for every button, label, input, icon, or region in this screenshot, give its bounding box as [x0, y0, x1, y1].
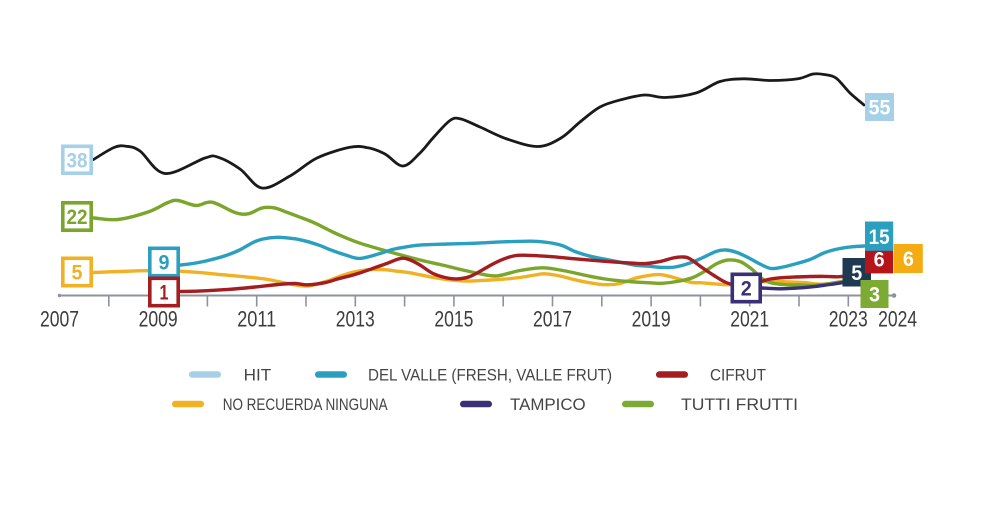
svg-text:2009: 2009 — [139, 307, 178, 332]
svg-text:38: 38 — [67, 148, 88, 172]
svg-text:NO RECUERDA NINGUNA: NO RECUERDA NINGUNA — [223, 395, 389, 414]
svg-text:DEL VALLE (FRESH, VALLE FRUT): DEL VALLE (FRESH, VALLE FRUT) — [368, 365, 612, 384]
svg-text:2019: 2019 — [632, 307, 671, 332]
svg-text:15: 15 — [869, 225, 890, 249]
svg-text:22: 22 — [67, 205, 88, 229]
svg-text:2021: 2021 — [730, 307, 769, 332]
svg-text:2007: 2007 — [40, 307, 79, 332]
svg-text:9: 9 — [159, 251, 170, 275]
svg-text:55: 55 — [869, 96, 891, 120]
svg-text:2: 2 — [741, 277, 752, 301]
svg-text:6: 6 — [874, 247, 885, 271]
svg-text:2024: 2024 — [878, 307, 917, 332]
svg-text:1: 1 — [160, 281, 169, 305]
svg-text:5: 5 — [72, 261, 83, 285]
svg-text:TAMPICO: TAMPICO — [510, 395, 586, 414]
svg-text:2017: 2017 — [533, 307, 572, 332]
svg-text:2023: 2023 — [829, 307, 868, 332]
svg-text:6: 6 — [903, 247, 914, 271]
svg-text:CIFRUT: CIFRUT — [710, 365, 766, 384]
svg-text:5: 5 — [851, 261, 862, 285]
svg-text:2013: 2013 — [336, 307, 375, 332]
svg-text:TUTTI FRUTTI: TUTTI FRUTTI — [681, 395, 798, 414]
svg-text:3: 3 — [869, 283, 880, 307]
svg-text:2011: 2011 — [237, 307, 276, 332]
svg-text:HIT: HIT — [244, 365, 272, 384]
svg-text:2015: 2015 — [434, 307, 473, 332]
